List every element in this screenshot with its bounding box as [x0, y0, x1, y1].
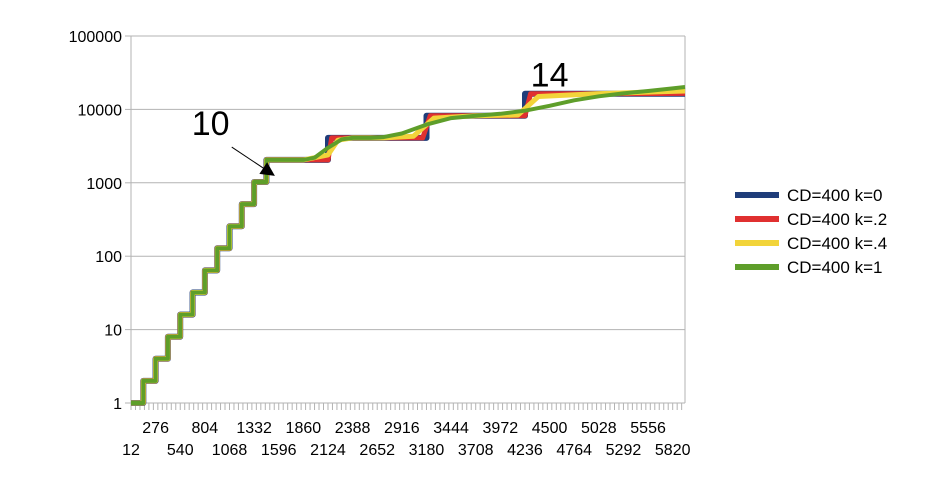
legend-label: CD=400 k=.2	[787, 210, 887, 229]
x-tick-label: 276	[142, 420, 169, 437]
legend-label: CD=400 k=.4	[787, 234, 887, 253]
legend-swatch	[735, 264, 779, 270]
y-tick-label: 10	[104, 323, 122, 340]
x-tick-label: 3972	[483, 420, 519, 437]
annotation-arrow	[231, 146, 275, 176]
chart-annotations: 10 14	[192, 56, 569, 176]
x-tick-label: 4500	[532, 420, 568, 437]
x-tick-label: 5820	[655, 442, 691, 459]
x-axis: 276 804 1332 1860 2388 2916 3444 3972 4500 5028 55…	[122, 403, 691, 459]
legend-label: CD=400 k=1	[787, 258, 882, 277]
y-tick-label: 1	[113, 396, 122, 413]
x-tick-label: 1860	[286, 420, 322, 437]
x-tick-label: 12	[122, 442, 140, 459]
y-axis: 1 10 100 1000 10000 100000	[69, 29, 131, 413]
x-tick-label: 5028	[581, 420, 617, 437]
x-tick-label: 540	[167, 442, 194, 459]
x-tick-label: 3444	[433, 420, 469, 437]
y-tick-label: 1000	[86, 176, 122, 193]
legend-swatch	[735, 192, 779, 198]
x-tick-label: 3708	[458, 442, 494, 459]
x-tick-label: 2652	[359, 442, 395, 459]
annotation-label: 10	[192, 105, 230, 143]
x-tick-label: 2916	[384, 420, 420, 437]
x-tick-label: 1068	[212, 442, 248, 459]
annotation-label: 14	[531, 56, 569, 94]
x-tick-label: 1332	[236, 420, 272, 437]
x-tick-label: 5292	[606, 442, 642, 459]
x-tick-label: 3180	[409, 442, 445, 459]
x-tick-label: 804	[192, 420, 219, 437]
chart-legend: CD=400 k=0 CD=400 k=.2 CD=400 k=.4 CD=400 k…	[735, 186, 887, 277]
y-tick-label: 100	[95, 249, 122, 266]
y-tick-label: 100000	[69, 29, 122, 46]
x-tick-label: 2388	[335, 420, 371, 437]
x-tick-label: 2124	[310, 442, 346, 459]
legend-swatch	[735, 216, 779, 222]
x-tick-label: 5556	[630, 420, 666, 437]
legend-swatch	[735, 240, 779, 246]
legend-label: CD=400 k=0	[787, 186, 882, 205]
x-tick-label: 4236	[507, 442, 543, 459]
x-tick-label: 4764	[556, 442, 592, 459]
y-tick-label: 10000	[78, 102, 123, 119]
chart-gridlines	[130, 35, 686, 404]
x-tick-label: 1596	[261, 442, 297, 459]
